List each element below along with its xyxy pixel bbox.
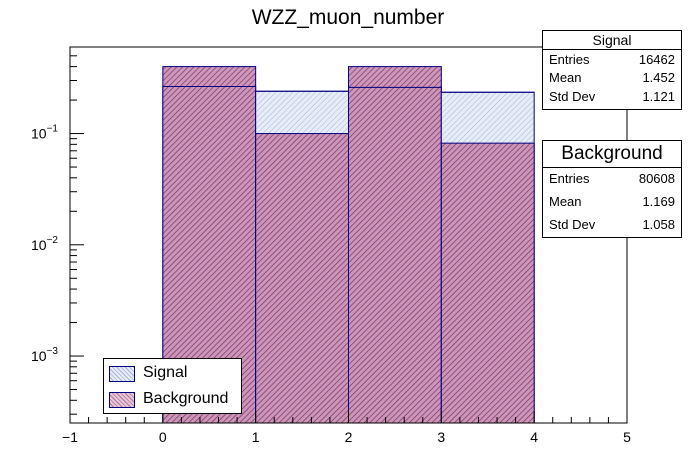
x-tick-label: 3 [437, 429, 445, 445]
legend-label: Signal [143, 364, 188, 381]
x-axis: −1 0 1 2 3 4 5 [62, 411, 631, 445]
stats-box-background: Background Entries 80608 Mean 1.169 Std … [542, 140, 682, 238]
stats-label: Entries [549, 171, 590, 186]
background-bar [255, 133, 350, 424]
background-bar [440, 142, 535, 424]
legend-entry-signal: Signal [109, 363, 239, 385]
y-tick-label: 10−1 [31, 124, 58, 142]
stats-value: 1.121 [642, 89, 675, 104]
legend-label: Background [143, 390, 229, 407]
background-bar [348, 66, 442, 424]
stats-value: 1.058 [642, 217, 675, 232]
x-tick-label: −1 [62, 429, 78, 445]
stats-label: Mean [549, 70, 582, 85]
x-tick-label: 0 [159, 429, 167, 445]
chart-title: WZZ_muon_number [252, 6, 445, 29]
stats-value: 80608 [638, 171, 675, 186]
x-tick-label: 1 [252, 429, 260, 445]
legend-swatch-signal [109, 366, 135, 382]
y-tick-label: 10−3 [31, 346, 58, 364]
legend-swatch-background [109, 392, 135, 408]
stats-title: Background [543, 141, 681, 168]
stats-box-signal: Signal Entries 16462 Mean 1.452 Std Dev … [542, 30, 682, 110]
legend: Signal Background [103, 358, 242, 414]
stats-title: Signal [543, 31, 681, 50]
y-tick-label: 10−2 [31, 235, 58, 253]
legend-entry-background: Background [109, 389, 239, 411]
stats-label: Std Dev [549, 217, 596, 232]
x-tick-label: 2 [345, 429, 353, 445]
y-axis: 10−1 10−2 10−3 [31, 55, 84, 415]
x-tick-label: 5 [623, 429, 631, 445]
stats-label: Mean [549, 194, 582, 209]
stats-label: Entries [549, 52, 590, 67]
bars-layer [162, 66, 535, 424]
stats-value: 1.452 [642, 70, 675, 85]
stats-value: 1.169 [642, 194, 675, 209]
stats-value: 16462 [638, 52, 675, 67]
x-tick-label: 4 [530, 429, 538, 445]
stats-label: Std Dev [549, 89, 596, 104]
